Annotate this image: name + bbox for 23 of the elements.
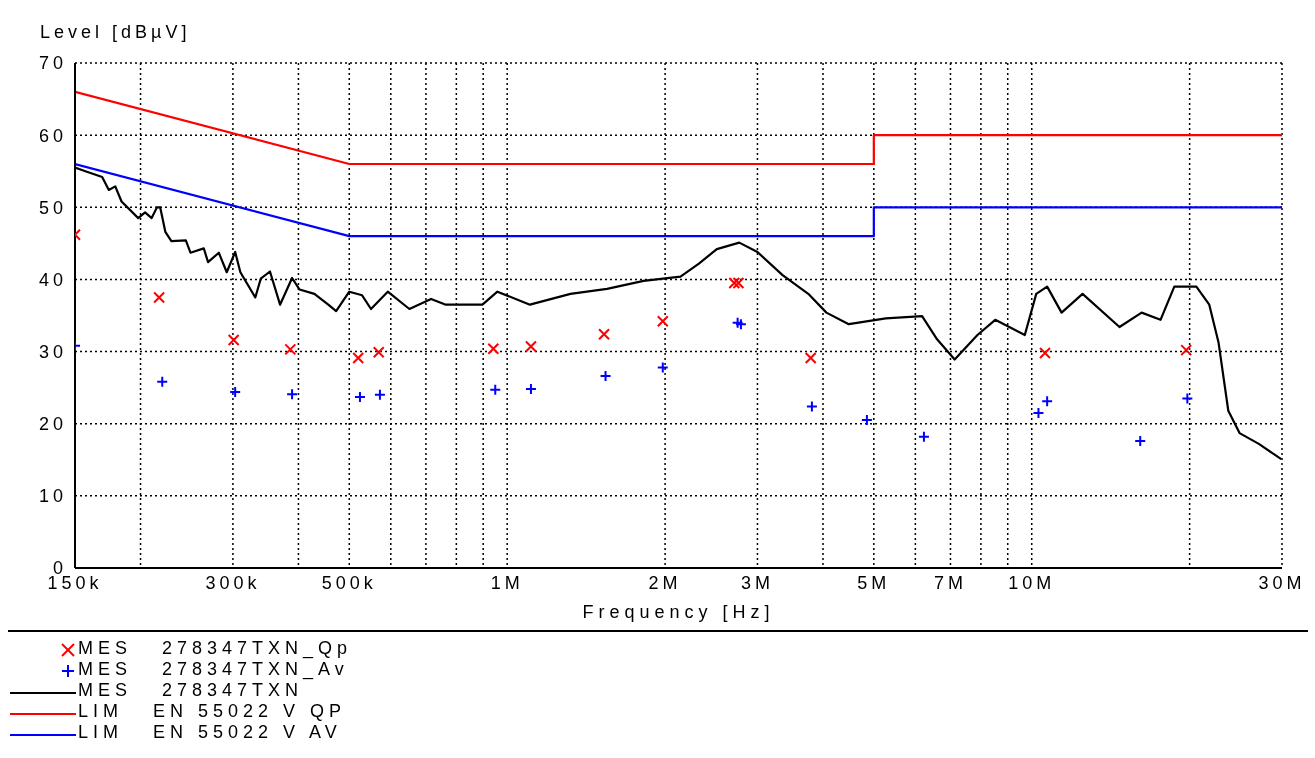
x-tick-label: 3M [740,572,774,593]
x-tick-label: 2M [648,572,682,593]
y-axis-title: Level [dBµV] [40,22,191,43]
x-tick-label: 300k [205,572,261,593]
x-tick-label: 30M [1258,572,1306,593]
x-tick-label: 1M [490,572,524,593]
y-tick-label: 20 [38,414,67,435]
y-tick-label: 70 [38,53,67,74]
legend-label: LIM EN 55022 V QP [78,701,347,722]
y-tick-label: 10 [38,486,67,507]
x-axis-title: Frequency [Hz] [582,602,775,622]
legend-label: MES 278347TXN_Av [78,659,349,680]
y-tick-label: 40 [38,269,67,290]
y-tick-label: 50 [38,197,67,218]
y-tick-label: 30 [38,341,67,362]
legend-label: MES 278347TXN [78,680,304,701]
x-tick-label: 10M [1008,572,1056,593]
x-tick-label: 5M [857,572,891,593]
y-tick-label: 60 [38,125,67,146]
legend-label: LIM EN 55022 V AV [78,722,342,743]
legend-label: MES 278347TXN_Qp [78,638,353,659]
x-tick-label: 500k [321,572,377,593]
x-tick-label: 7M [933,572,967,593]
